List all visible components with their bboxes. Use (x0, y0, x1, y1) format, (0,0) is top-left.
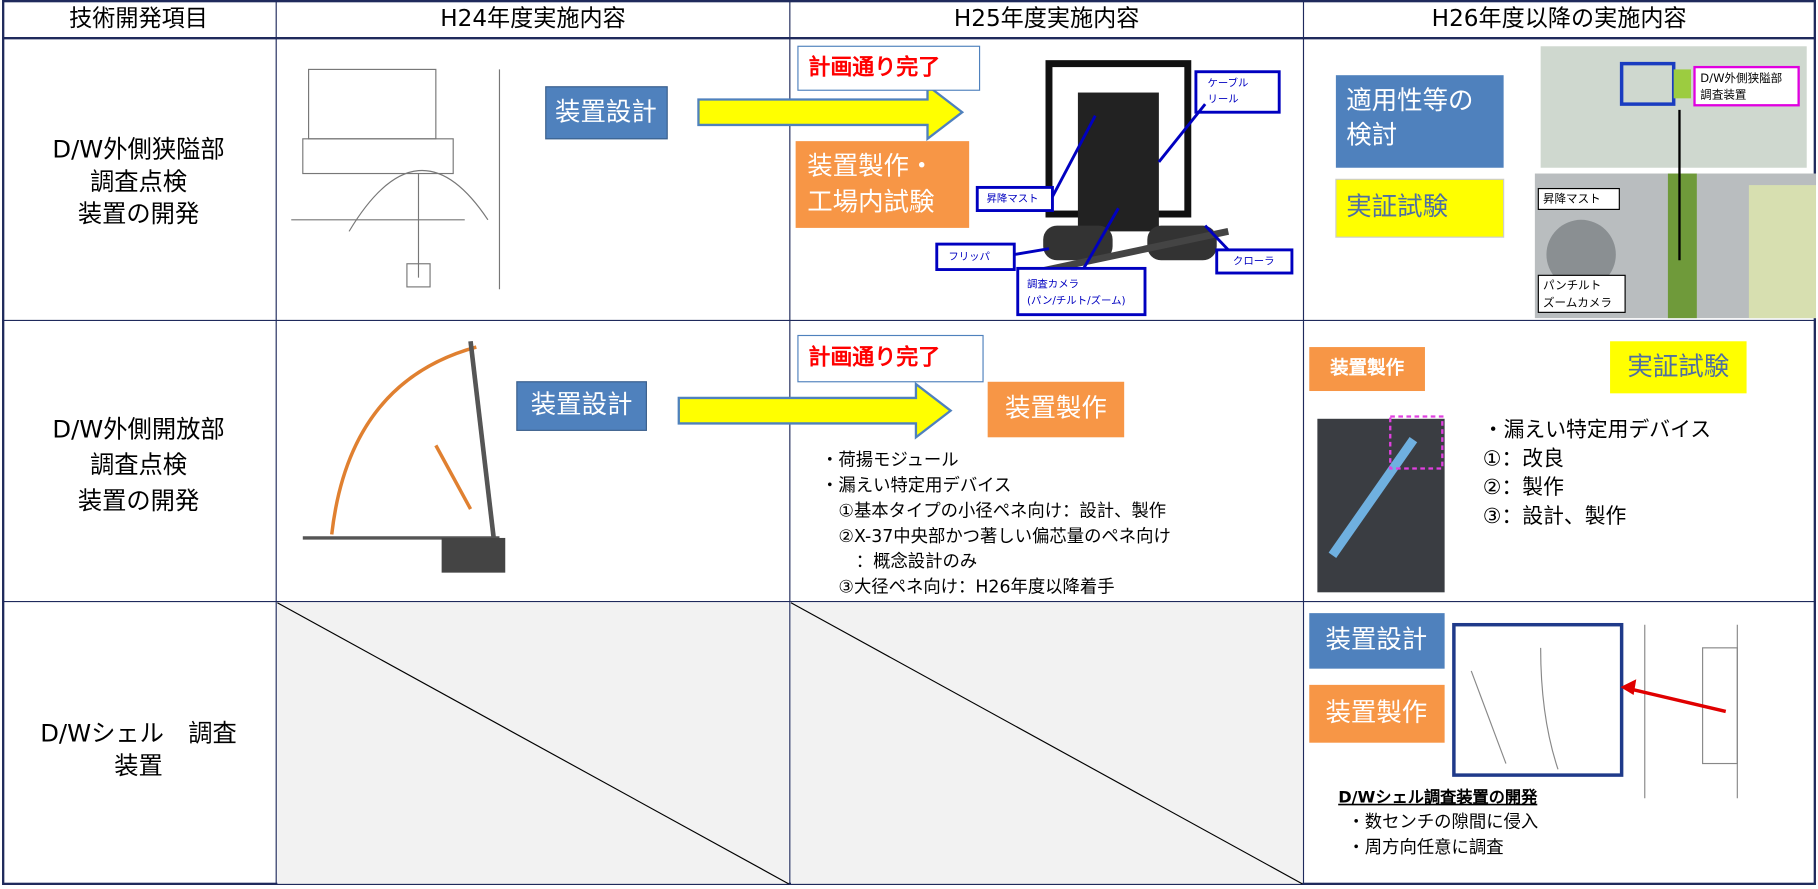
notes: ・漏えい特定用デバイス ①：改良 ②：製作 ③：設計、製作 (1483, 417, 1711, 528)
note: ・漏えい特定用デバイス (821, 475, 1011, 496)
box (1335, 75, 1504, 168)
note: ③：設計、製作 (1483, 504, 1627, 528)
note: ③大径ペネ向け：H26年度以降着手 (821, 578, 1114, 598)
box-label: 装置製作 (1329, 357, 1405, 379)
status: 計画通り完了 (808, 345, 940, 371)
note: ②：製作 (1483, 475, 1564, 499)
note: ①：改良 (1483, 446, 1564, 470)
callout: クローラ (1233, 255, 1275, 267)
callout: パンチルト (1543, 278, 1601, 292)
item: 調査点検 (90, 167, 187, 196)
note: ②X-37中央部かつ著しい偏芯量のペネ向け (821, 527, 1171, 547)
heading: D/Wシェル調査装置の開発 (1338, 788, 1538, 807)
callouts (1537, 65, 1800, 313)
drawing (291, 68, 501, 290)
item: D/W外側開放部 (52, 414, 224, 443)
item: D/Wシェル 調査 (40, 719, 237, 748)
callout: 調査カメラ (1027, 278, 1079, 291)
callout: 昇降マスト (987, 192, 1039, 205)
callouts (935, 70, 1294, 317)
note: ・数センチの隙間に侵入 (1347, 813, 1538, 833)
box-label: 装置設計 (531, 390, 633, 420)
empty-cells (277, 602, 1303, 885)
box-label: 実証試験 (1346, 192, 1448, 222)
drawing (302, 341, 506, 573)
header-cell: H25年度実施内容 (954, 6, 1140, 32)
box-label: 検討 (1346, 121, 1397, 151)
callout: ケーブル (1207, 76, 1248, 89)
arrow (677, 381, 953, 440)
note: ・漏えい特定用デバイス (1483, 417, 1711, 441)
box-label: 装置製作 (1005, 394, 1107, 424)
callout: 調査装置 (1700, 87, 1746, 101)
status-box (797, 334, 984, 383)
box-label: 装置設計 (1325, 625, 1427, 655)
callout: 昇降マスト (1543, 191, 1601, 205)
note: ・周方向任意に調査 (1347, 838, 1503, 858)
header-cell: 技術開発項目 (69, 6, 208, 32)
box (1335, 178, 1505, 238)
box (545, 86, 668, 140)
item: 装置の開発 (78, 199, 199, 228)
header-cell: H26年度以降の実施内容 (1432, 6, 1687, 32)
box (795, 141, 970, 228)
item: D/W外側狭隘部 (52, 134, 224, 163)
notes: ・荷揚モジュール・漏えい特定用デバイス ①基本タイプの小径ペネ向け：設計、製作 … (821, 450, 1171, 597)
notes: ・数センチの隙間に侵入・周方向任意に調査 (1347, 813, 1538, 858)
status-box (797, 45, 981, 91)
item: 調査点検 (90, 450, 187, 479)
photo (1317, 415, 1445, 593)
box (516, 381, 647, 431)
callout: (パン/チルト/ズーム) (1027, 294, 1126, 307)
box-label: 装置設計 (555, 97, 657, 127)
box (1309, 613, 1445, 669)
box-label: 装置製作・ (807, 152, 934, 182)
box-label: 実証試験 (1627, 352, 1729, 382)
callout: ズームカメラ (1543, 296, 1612, 310)
box-label: 装置製作 (1325, 698, 1427, 728)
robot-photo (1036, 60, 1230, 276)
box (1309, 684, 1445, 743)
item: 装置 (114, 751, 163, 780)
box-label: 工場内試験 (807, 188, 934, 218)
item: 装置の開発 (78, 486, 199, 515)
callout: D/W外側狭隘部 (1700, 71, 1782, 85)
status: 計画通り完了 (808, 54, 940, 80)
note: ①基本タイプの小径ペネ向け：設計、製作 (821, 501, 1166, 521)
box (1610, 341, 1747, 394)
callout: リール (1207, 93, 1238, 105)
header-cell: H24年度実施内容 (440, 6, 626, 32)
box (987, 381, 1125, 438)
box (1309, 347, 1425, 392)
note: ・荷揚モジュール (821, 450, 959, 470)
header: 技術開発項目 H24年度実施内容 H25年度実施内容 H26年度以降の実施内容 (69, 6, 1686, 32)
box-label: 適用性等の (1346, 86, 1473, 116)
drawing (1452, 622, 1738, 799)
arrow (697, 83, 965, 142)
note: ：概念設計のみ (821, 551, 977, 572)
callout: フリッパ (948, 251, 990, 263)
